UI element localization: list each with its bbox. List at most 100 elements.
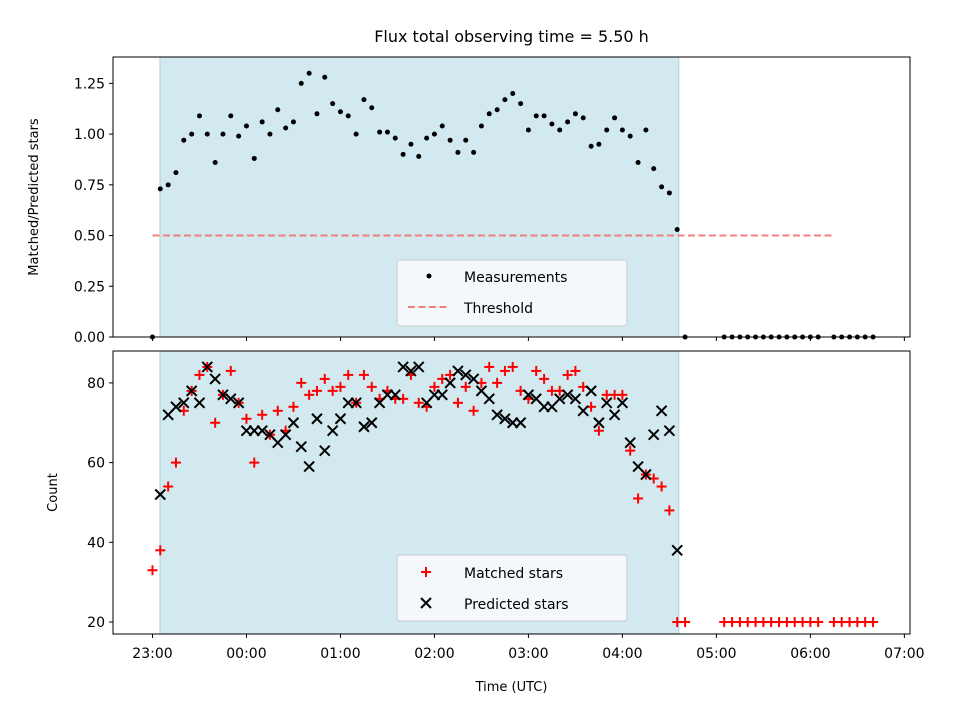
measurement-point bbox=[580, 115, 586, 121]
predicted-star-point bbox=[491, 409, 503, 421]
predicted-star-point bbox=[413, 361, 425, 373]
measurement-point bbox=[659, 184, 665, 190]
measurement-point bbox=[596, 141, 602, 147]
ratio-panel-frame bbox=[112, 56, 911, 338]
predicted-star-point bbox=[569, 393, 582, 405]
y-tick-label: 1.25 bbox=[74, 76, 105, 92]
measurement-point bbox=[541, 113, 547, 119]
measurement-point bbox=[557, 127, 563, 133]
x-tick-label: 01:00 bbox=[320, 646, 360, 662]
predicted-star-point bbox=[217, 389, 229, 401]
measurement-point bbox=[173, 170, 179, 176]
legend-measurements-label: Measurements bbox=[464, 270, 567, 286]
predicted-star-point bbox=[522, 389, 535, 401]
predicted-star-point bbox=[671, 544, 683, 557]
measurement-point bbox=[674, 226, 680, 232]
x-tick-label: 23:00 bbox=[132, 646, 172, 662]
matched-star-point bbox=[225, 365, 236, 376]
measurement-point bbox=[651, 166, 657, 172]
measurement-point bbox=[572, 111, 578, 117]
measurement-point bbox=[392, 135, 398, 141]
predicted-star-point bbox=[514, 417, 527, 429]
x-tick-label: 04:00 bbox=[602, 646, 642, 662]
x-tick-label: 06:00 bbox=[790, 646, 830, 662]
predicted-star-point bbox=[287, 417, 300, 429]
measurement-point bbox=[478, 123, 484, 129]
measurement-point bbox=[666, 190, 672, 196]
y-tick-label: 0.25 bbox=[74, 279, 105, 295]
measurement-point bbox=[165, 182, 171, 188]
matched-star-point bbox=[311, 385, 322, 396]
measurement-point bbox=[400, 151, 406, 157]
predicted-star-point bbox=[397, 361, 409, 373]
measurement-point bbox=[565, 119, 571, 125]
ratio-y-ticks: 0.00 0.25 0.50 0.75 1.00 1.25 bbox=[74, 76, 113, 346]
y-tick-label: 1.00 bbox=[74, 127, 105, 143]
y-tick-label: 20 bbox=[87, 615, 105, 631]
measurement-point bbox=[314, 111, 320, 117]
ratio-x-ticks bbox=[151, 337, 905, 341]
matched-star-point bbox=[562, 369, 573, 380]
measurement-point bbox=[431, 131, 437, 137]
matched-star-point bbox=[272, 405, 283, 416]
measurement-point bbox=[243, 123, 249, 129]
time-x-ticks: 23:00 00:00 01:00 02:00 03:00 04:00 05:00 06:00… bbox=[132, 634, 925, 662]
legend-matched-marker bbox=[421, 567, 431, 577]
legend-predicted-marker bbox=[420, 597, 432, 609]
measurement-point bbox=[612, 115, 618, 121]
measurement-point bbox=[275, 107, 281, 113]
legend-measurements-marker bbox=[426, 273, 432, 279]
predicted-star-point bbox=[460, 369, 472, 381]
matched-star-point bbox=[531, 365, 542, 376]
predicted-star-point bbox=[366, 417, 378, 429]
matched-star-point bbox=[413, 397, 424, 408]
measurement-point bbox=[533, 113, 539, 119]
matched-star-point bbox=[304, 389, 315, 400]
matched-star-point bbox=[241, 413, 252, 424]
legend-matched-label: Matched stars bbox=[464, 566, 563, 582]
predicted-star-point bbox=[452, 365, 464, 377]
matched-star-point bbox=[452, 397, 463, 408]
x-tick-label: 03:00 bbox=[508, 646, 548, 662]
predicted-star-point bbox=[154, 488, 166, 501]
count-y-ticks: 20 40 60 80 bbox=[87, 376, 113, 631]
measurement-point bbox=[619, 127, 625, 133]
measurement-point bbox=[588, 143, 594, 149]
y-tick-label: 0.00 bbox=[74, 330, 105, 346]
measurement-point bbox=[416, 153, 422, 159]
matched-star-point bbox=[617, 389, 628, 400]
measurement-point bbox=[408, 141, 414, 147]
measurement-point bbox=[283, 125, 289, 131]
predicted-star-point bbox=[647, 428, 660, 441]
matched-star-point bbox=[296, 377, 307, 388]
matched-star-point bbox=[163, 481, 174, 492]
measurement-point bbox=[322, 74, 328, 80]
predicted-star-point bbox=[655, 405, 668, 417]
measurement-point bbox=[369, 105, 375, 111]
measurement-point bbox=[196, 113, 202, 119]
matched-star-point bbox=[570, 365, 581, 376]
y-tick-label: 0.75 bbox=[74, 178, 105, 194]
y-tick-label: 0.50 bbox=[74, 229, 105, 245]
legend-cross-glyph bbox=[420, 597, 432, 609]
measurement-point bbox=[377, 129, 383, 135]
chart-title: Flux total observing time = 5.50 h bbox=[374, 27, 649, 46]
matched-star-point bbox=[656, 481, 667, 492]
matched-star-point bbox=[210, 417, 221, 428]
measurement-point bbox=[439, 123, 445, 129]
matched-star-point bbox=[327, 385, 338, 396]
measurement-point bbox=[502, 97, 508, 103]
measurement-point bbox=[345, 113, 351, 119]
measurement-point bbox=[424, 135, 430, 141]
x-tick-label: 07:00 bbox=[884, 646, 924, 662]
measurement-point bbox=[486, 111, 492, 117]
measurement-point bbox=[384, 129, 390, 135]
count-y-axis-label: Count bbox=[46, 473, 61, 512]
measurement-point bbox=[236, 133, 242, 139]
count-panel: 20 40 60 80 23:00 00:00 01:00 02:00 03:00 04:00 0… bbox=[46, 350, 925, 695]
predicted-star-point bbox=[256, 425, 268, 437]
predicted-star-point bbox=[232, 397, 245, 409]
matched-star-point bbox=[335, 381, 346, 392]
predicted-star-point bbox=[624, 436, 636, 449]
